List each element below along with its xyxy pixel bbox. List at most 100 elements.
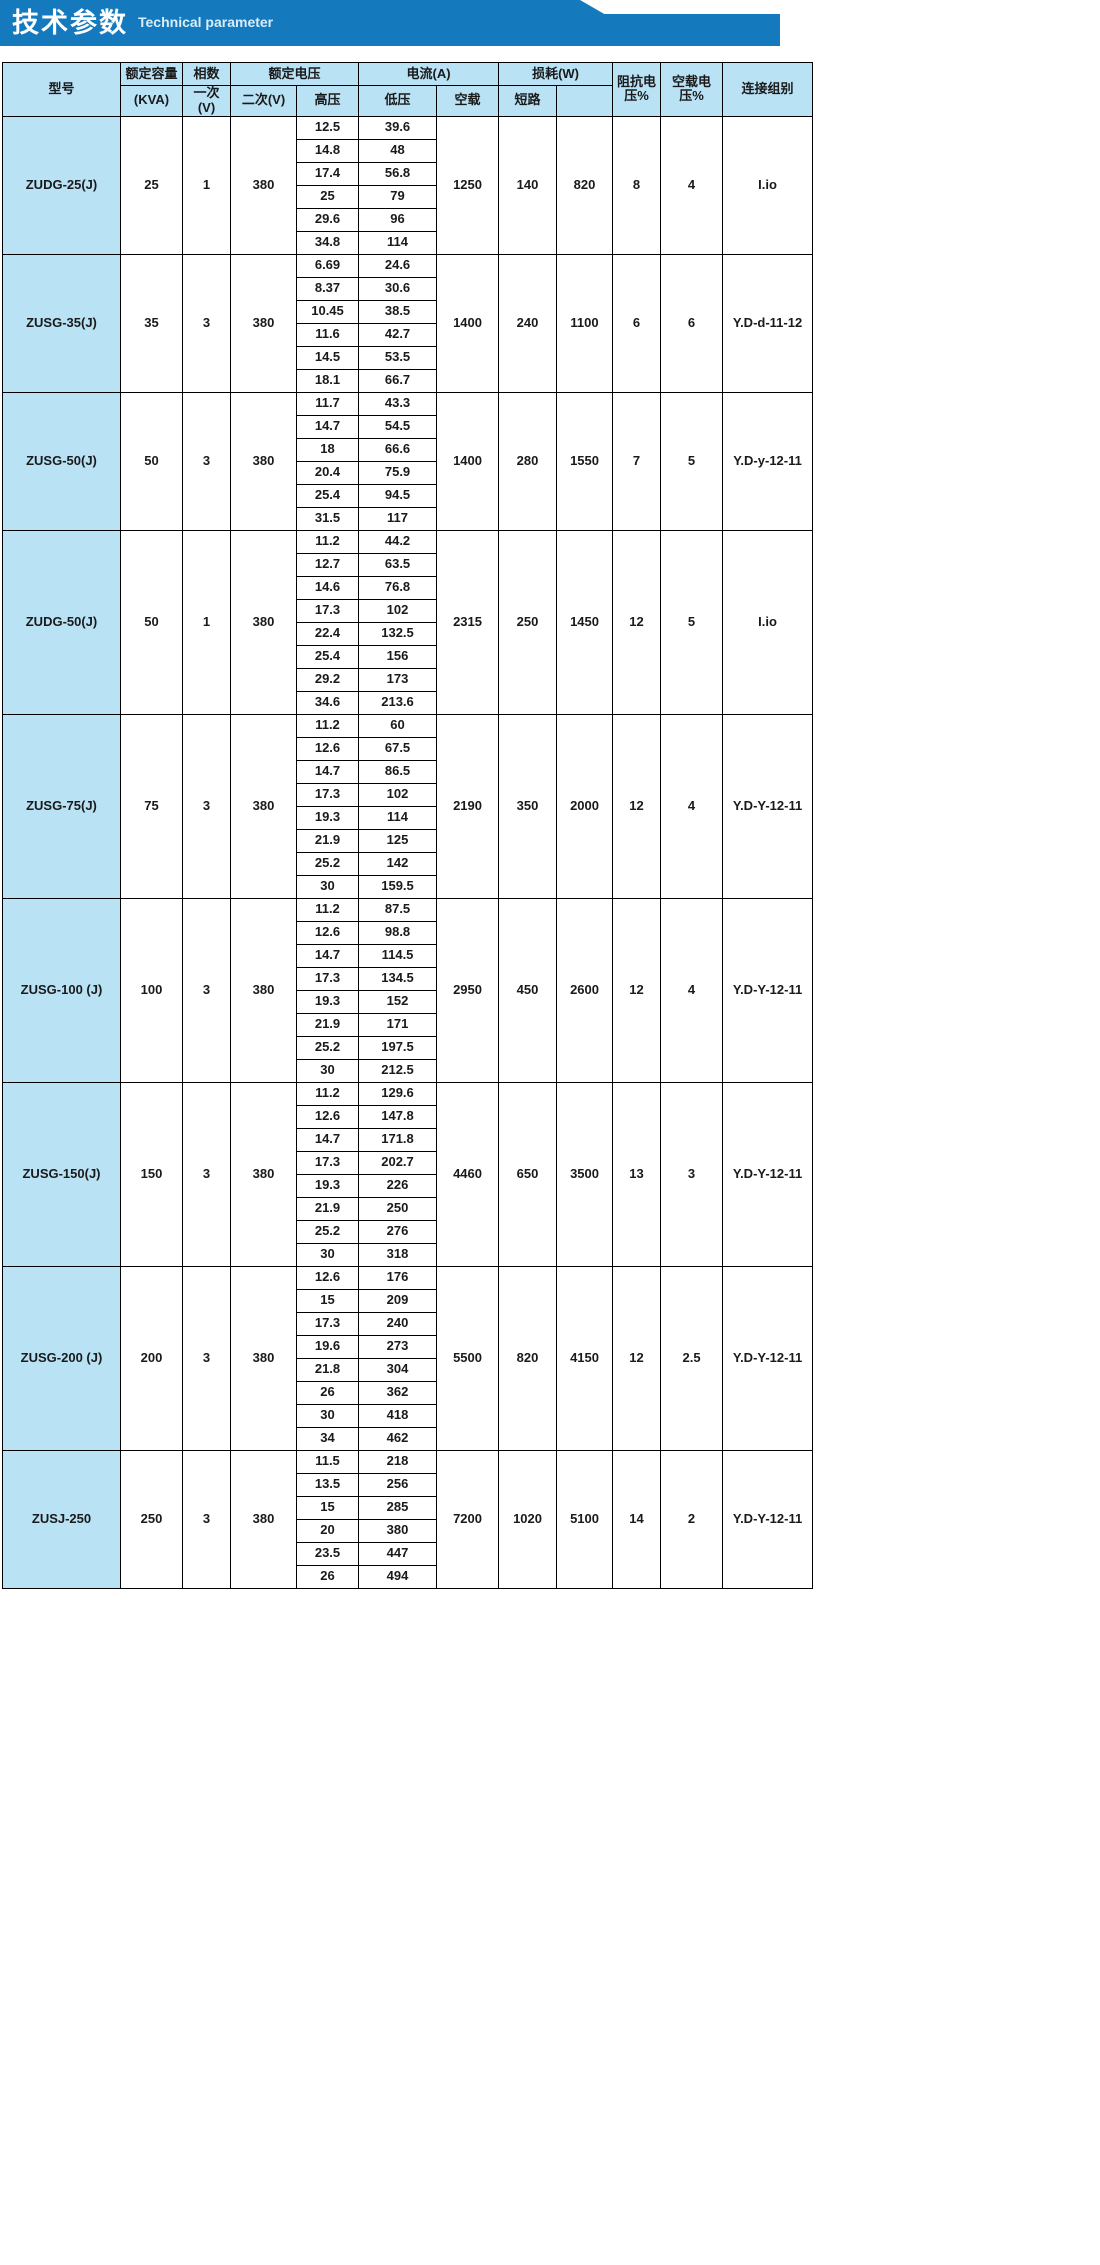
cell-hv: 14.8 bbox=[295, 138, 360, 163]
cell-impedance: 12 bbox=[612, 529, 662, 715]
cell-lv: 67.5 bbox=[358, 736, 438, 761]
cell-kva: 250 bbox=[120, 1449, 183, 1589]
cell-phases: 3 bbox=[182, 1265, 231, 1451]
cell-lv: 171.8 bbox=[358, 1127, 438, 1152]
table-row: 25.2 197.5 bbox=[3, 1035, 813, 1060]
cell-model: ZUSG-100 (J) bbox=[2, 897, 121, 1083]
cell-model: ZUSG-35(J) bbox=[2, 253, 121, 393]
cell-lv: 159.5 bbox=[358, 874, 438, 899]
table-row: 14.7 114.5 bbox=[3, 943, 813, 968]
cell-lv: 362 bbox=[358, 1380, 438, 1405]
header-model: 型号 bbox=[2, 62, 121, 117]
table-row: 17.3 202.7 bbox=[3, 1150, 813, 1175]
table-row: 21.9 250 bbox=[3, 1196, 813, 1221]
cell-lv: 114 bbox=[358, 805, 438, 830]
cell-lv: 86.5 bbox=[358, 759, 438, 784]
cell-loss: 4150 bbox=[556, 1265, 614, 1451]
cell-short-circuit-current: 650 bbox=[498, 1081, 558, 1267]
table-row: 21.9 171 bbox=[3, 1012, 813, 1037]
table-row: 34 462 bbox=[3, 1426, 813, 1451]
table-row: 22.4 132.5 bbox=[3, 621, 813, 646]
cell-no-load-voltage: 5 bbox=[660, 529, 724, 715]
header-rated-capacity: 额定容量 bbox=[120, 62, 183, 86]
cell-lv: 102 bbox=[358, 782, 438, 807]
cell-secondary: 380 bbox=[230, 391, 297, 531]
cell-loss: 3500 bbox=[556, 1081, 614, 1267]
header-rated-voltage: 额定电压 bbox=[229, 62, 360, 86]
cell-hv: 34 bbox=[295, 1426, 360, 1451]
cell-impedance: 13 bbox=[612, 1081, 662, 1267]
cell-kva: 200 bbox=[120, 1265, 183, 1451]
cell-lv: 43.3 bbox=[358, 391, 438, 416]
cell-connection-group: I.io bbox=[722, 115, 814, 255]
cell-hv: 29.2 bbox=[295, 667, 360, 692]
cell-lv: 24.6 bbox=[358, 253, 438, 278]
header-hv: 高压 bbox=[295, 85, 360, 117]
cell-secondary: 380 bbox=[230, 713, 297, 899]
header-impedance: 阻抗电压% bbox=[612, 62, 662, 117]
cell-connection-group: I.io bbox=[722, 529, 814, 715]
cell-impedance: 12 bbox=[612, 713, 662, 899]
cell-hv: 15 bbox=[295, 1288, 360, 1313]
cell-secondary: 380 bbox=[230, 253, 297, 393]
table-row: 29.2 173 bbox=[3, 667, 813, 692]
cell-lv: 202.7 bbox=[358, 1150, 438, 1175]
table-row: 13.5 256 bbox=[3, 1472, 813, 1497]
cell-no-load-voltage: 4 bbox=[660, 713, 724, 899]
cell-hv: 13.5 bbox=[295, 1472, 360, 1497]
cell-hv: 11.5 bbox=[295, 1449, 360, 1474]
table-row: 12.6 98.8 bbox=[3, 920, 813, 945]
cell-short-circuit-current: 140 bbox=[498, 115, 558, 255]
cell-lv: 75.9 bbox=[358, 460, 438, 485]
cell-hv: 23.5 bbox=[295, 1541, 360, 1566]
cell-hv: 21.9 bbox=[295, 828, 360, 853]
cell-lv: 76.8 bbox=[358, 575, 438, 600]
cell-lv: 142 bbox=[358, 851, 438, 876]
table-row: 19.3 114 bbox=[3, 805, 813, 830]
header-no-load-voltage: 空载电压% bbox=[660, 62, 724, 117]
section-banner: 技术参数 Technical parameter bbox=[0, 0, 780, 46]
cell-phases: 3 bbox=[182, 1449, 231, 1589]
cell-short-circuit-current: 450 bbox=[498, 897, 558, 1083]
cell-lv: 117 bbox=[358, 506, 438, 531]
cell-loss: 1100 bbox=[556, 253, 614, 393]
cell-lv: 209 bbox=[358, 1288, 438, 1313]
cell-connection-group: Y.D-Y-12-11 bbox=[722, 1449, 814, 1589]
table-row: ZUDG-50(J) 50 1 380 11.2 44.2 2315 250 1450 12 5 I.… bbox=[2, 529, 814, 715]
cell-impedance: 12 bbox=[612, 1265, 662, 1451]
table-row: 34.8 114 bbox=[3, 230, 813, 255]
cell-lv: 63.5 bbox=[358, 552, 438, 577]
cell-lv: 96 bbox=[358, 207, 438, 232]
table-row: 15 209 bbox=[3, 1288, 813, 1313]
cell-hv: 11.2 bbox=[295, 897, 360, 922]
technical-parameter-table: 型号 额定容量 相数 额定电压 电流(A) 损耗(W) 阻抗电压% 空载电压% … bbox=[2, 62, 814, 1589]
cell-hv: 17.3 bbox=[295, 1150, 360, 1175]
table-row: 34.6 213.6 bbox=[3, 690, 813, 715]
cell-lv: 176 bbox=[358, 1265, 438, 1290]
cell-secondary: 380 bbox=[230, 1265, 297, 1451]
cell-lv: 156 bbox=[358, 644, 438, 669]
cell-lv: 447 bbox=[358, 1541, 438, 1566]
cell-hv: 19.3 bbox=[295, 989, 360, 1014]
cell-impedance: 14 bbox=[612, 1449, 662, 1589]
cell-hv: 17.3 bbox=[295, 966, 360, 991]
cell-secondary: 380 bbox=[230, 529, 297, 715]
cell-no-load-voltage: 2.5 bbox=[660, 1265, 724, 1451]
cell-lv: 48 bbox=[358, 138, 438, 163]
cell-impedance: 6 bbox=[612, 253, 662, 393]
banner-text: 技术参数 Technical parameter bbox=[12, 0, 273, 46]
table-row: 14.7 171.8 bbox=[3, 1127, 813, 1152]
cell-hv: 12.6 bbox=[295, 1265, 360, 1290]
cell-lv: 56.8 bbox=[358, 161, 438, 186]
cell-hv: 19.3 bbox=[295, 1173, 360, 1198]
cell-hv: 25.4 bbox=[295, 483, 360, 508]
cell-lv: 98.8 bbox=[358, 920, 438, 945]
table-row: 20 380 bbox=[3, 1518, 813, 1543]
cell-lv: 125 bbox=[358, 828, 438, 853]
table-row: 10.45 38.5 bbox=[3, 299, 813, 324]
table-row: 30 418 bbox=[3, 1403, 813, 1428]
cell-hv: 12.6 bbox=[295, 736, 360, 761]
cell-loss: 820 bbox=[556, 115, 614, 255]
cell-model: ZUSG-150(J) bbox=[2, 1081, 121, 1267]
table-row: ZUSG-75(J) 75 3 380 11.2 60 2190 350 2000 12 4 Y.D-… bbox=[2, 713, 814, 899]
